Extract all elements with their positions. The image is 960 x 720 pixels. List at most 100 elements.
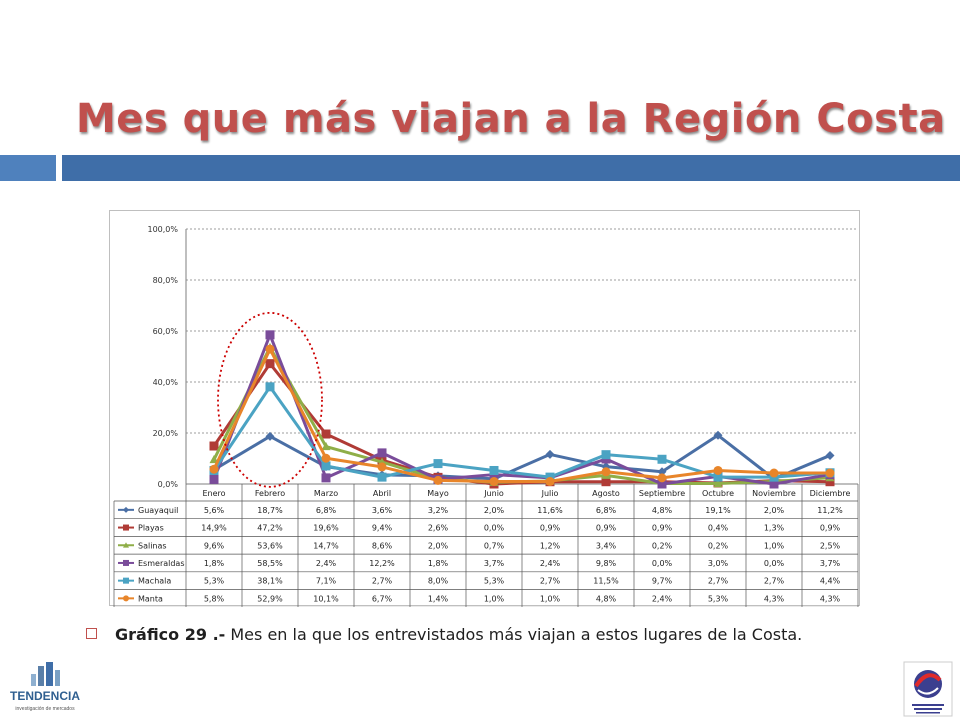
series-line-manta <box>212 347 830 483</box>
data-table-cell: 0,7% <box>484 541 505 550</box>
data-point <box>713 478 723 488</box>
data-table-cell: 6,8% <box>316 506 337 515</box>
data-table-cell: 5,3% <box>708 594 729 603</box>
x-category-label: Mayo <box>427 489 449 498</box>
data-point <box>657 473 667 483</box>
data-table-cell: 0,2% <box>652 541 673 550</box>
x-category-label: Diciembre <box>810 489 851 498</box>
data-table-cell: 2,0% <box>764 506 785 515</box>
data-table-cell: 4,8% <box>652 506 673 515</box>
legend-marker <box>123 506 129 513</box>
data-table-cell: 2,5% <box>820 541 841 550</box>
logo-left-text: TENDENCIA <box>10 689 80 703</box>
y-tick-label: 60,0% <box>153 327 179 336</box>
data-point <box>265 330 275 340</box>
data-table-cell: 5,8% <box>204 594 225 603</box>
legend-label: Guayaquil <box>138 506 178 515</box>
legend-label: Esmeraldas <box>138 559 185 568</box>
x-category-label: Junio <box>483 489 504 498</box>
data-table-cell: 4,4% <box>820 577 841 586</box>
data-point <box>657 454 667 464</box>
x-category-label: Noviembre <box>752 489 796 498</box>
data-point <box>209 441 219 451</box>
data-table-cell: 3,2% <box>428 506 449 515</box>
data-table-cell: 10,1% <box>313 594 339 603</box>
data-table-cell: 6,8% <box>596 506 617 515</box>
data-table-cell: 2,4% <box>540 559 561 568</box>
legend-marker <box>123 542 129 548</box>
x-category-label: Octubre <box>702 489 734 498</box>
data-table-cell: 2,7% <box>540 577 561 586</box>
data-table-cell: 4,3% <box>764 594 785 603</box>
quito-turismo-logo <box>903 661 953 717</box>
line-chart: 0,0% 20,0% 40,0% 60,0% 80,0% 100,0% Enero Febre… <box>113 225 859 607</box>
data-point <box>209 474 219 484</box>
data-point <box>265 344 275 354</box>
data-table-cell: 0,2% <box>708 541 729 550</box>
data-table-cell: 1,0% <box>484 594 505 603</box>
square-bullet-icon <box>86 628 97 639</box>
data-table-cell: 5,3% <box>204 577 225 586</box>
data-table-cell: 0,4% <box>708 524 729 533</box>
data-table-cell: 9,4% <box>372 524 393 533</box>
data-point <box>545 449 555 459</box>
data-point <box>601 477 611 487</box>
data-table-cell: 11,6% <box>537 506 563 515</box>
data-table-cell: 1,3% <box>764 524 785 533</box>
tendencia-logo: TENDENCIA investigación de mercados <box>10 662 80 712</box>
data-point <box>489 476 499 486</box>
chart-caption: Gráfico 29 .- Mes en la que los entrevis… <box>86 625 802 644</box>
data-table-cell: 0,0% <box>484 524 505 533</box>
data-point <box>489 465 499 475</box>
data-table-cell: 8,6% <box>372 541 393 550</box>
series-line-guayaquil <box>213 433 831 481</box>
x-category-label: Marzo <box>314 489 338 498</box>
data-point <box>433 459 443 469</box>
data-table-cell: 0,0% <box>764 559 785 568</box>
data-table-cell: 7,1% <box>316 577 337 586</box>
data-table-cell: 2,7% <box>764 577 785 586</box>
data-table-cell: 4,8% <box>596 594 617 603</box>
x-category-label: Julio <box>541 489 559 498</box>
y-tick-label: 40,0% <box>153 378 179 387</box>
x-category-label: Febrero <box>255 489 285 498</box>
legend-marker <box>123 577 129 584</box>
data-point <box>321 453 331 463</box>
data-table-cell: 3,0% <box>708 559 729 568</box>
legend-label: Machala <box>138 577 171 586</box>
data-table-cell: 11,5% <box>593 577 619 586</box>
data-point <box>321 473 331 483</box>
data-table-cell: 18,7% <box>257 506 283 515</box>
data-table-cell: 53,6% <box>257 541 283 550</box>
data-table-cell: 1,2% <box>540 541 561 550</box>
x-category-label: Enero <box>202 489 225 498</box>
caption-figure-number: Gráfico 29 .- <box>115 625 226 644</box>
data-point <box>825 450 835 460</box>
data-table-cell: 19,6% <box>313 524 339 533</box>
data-point <box>377 472 387 482</box>
data-table-cell: 0,9% <box>596 524 617 533</box>
data-point <box>713 430 723 440</box>
data-point <box>657 479 667 489</box>
data-point <box>265 431 275 441</box>
data-point <box>265 382 275 392</box>
data-table-cell: 11,2% <box>817 506 843 515</box>
data-point <box>713 472 723 482</box>
data-table-cell: 2,7% <box>708 577 729 586</box>
data-table-cell: 5,3% <box>484 577 505 586</box>
data-table-cell: 1,4% <box>428 594 449 603</box>
data-table-cell: 0,9% <box>652 524 673 533</box>
data-table-cell: 2,4% <box>316 559 337 568</box>
data-point <box>377 462 387 472</box>
data-table-cell: 9,8% <box>596 559 617 568</box>
legend-marker <box>123 595 129 602</box>
data-point <box>321 461 331 471</box>
chart-area: 0,0% 20,0% 40,0% 60,0% 80,0% 100,0% Enero Febre… <box>109 210 860 607</box>
legend-marker <box>123 524 129 531</box>
data-table-cell: 4,3% <box>820 594 841 603</box>
y-tick-label: 80,0% <box>153 276 179 285</box>
data-point <box>321 442 331 451</box>
x-category-label: Agosto <box>592 489 620 498</box>
y-tick-label: 0,0% <box>158 480 179 489</box>
y-tick-label: 100,0% <box>147 225 178 234</box>
